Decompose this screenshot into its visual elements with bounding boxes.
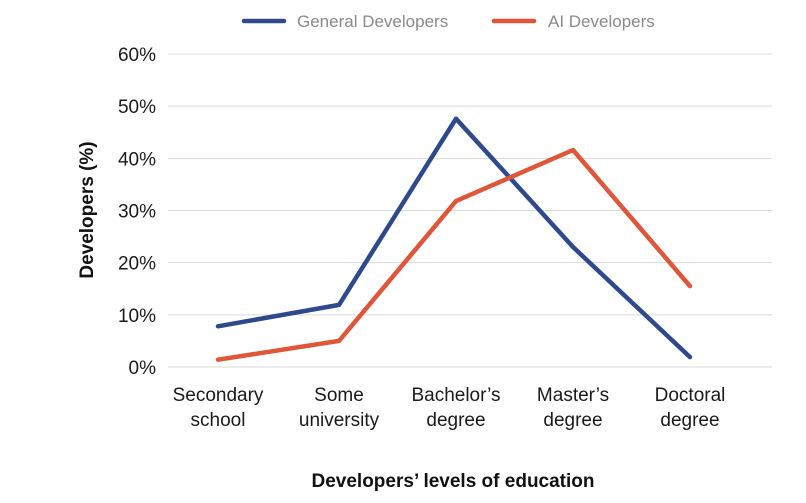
x-tick-label-line: Secondary bbox=[173, 385, 264, 406]
series-lines bbox=[215, 116, 693, 362]
x-tick-label: Secondary school bbox=[173, 385, 264, 431]
gridlines bbox=[168, 53, 772, 368]
y-tick-label: 10% bbox=[118, 306, 156, 327]
x-tick-label: Master’s degree bbox=[537, 385, 609, 431]
x-tick-label-line: school bbox=[191, 410, 246, 431]
x-tick-label-line: university bbox=[299, 410, 380, 431]
x-tick-label: Some university bbox=[299, 385, 380, 431]
legend: General Developers AI Developers bbox=[241, 12, 655, 31]
y-tick-label: 60% bbox=[118, 45, 156, 66]
x-tick-label-line: degree bbox=[660, 410, 719, 431]
legend-label: AI Developers bbox=[548, 12, 655, 31]
legend-label: General Developers bbox=[297, 12, 448, 31]
y-axis-ticks: 0% 10% 20% 30% 40% 50% 60% bbox=[118, 45, 156, 379]
y-tick-label: 40% bbox=[118, 149, 156, 170]
y-tick-label: 0% bbox=[129, 358, 157, 379]
x-tick-label-line: Bachelor’s bbox=[411, 385, 500, 406]
y-axis-title: Developers (%) bbox=[77, 141, 98, 278]
x-axis-ticks: Secondary school Some university Bachelor’s d… bbox=[173, 385, 726, 431]
series-line-general-developers bbox=[215, 116, 693, 360]
x-tick-label-line: Some bbox=[314, 385, 364, 406]
y-tick-label: 20% bbox=[118, 254, 156, 275]
y-tick-label: 30% bbox=[118, 202, 156, 223]
x-tick-label-line: degree bbox=[543, 410, 602, 431]
x-tick-label-line: Doctoral bbox=[655, 385, 726, 406]
x-tick-label: Doctoral degree bbox=[655, 385, 726, 431]
x-tick-label-line: degree bbox=[426, 410, 485, 431]
y-tick-label: 50% bbox=[118, 97, 156, 118]
x-tick-label-line: Master’s bbox=[537, 385, 609, 406]
x-tick-label: Bachelor’s degree bbox=[411, 385, 500, 431]
series-line-ai-developers bbox=[215, 147, 693, 362]
x-axis-title: Developers’ levels of education bbox=[312, 471, 595, 492]
